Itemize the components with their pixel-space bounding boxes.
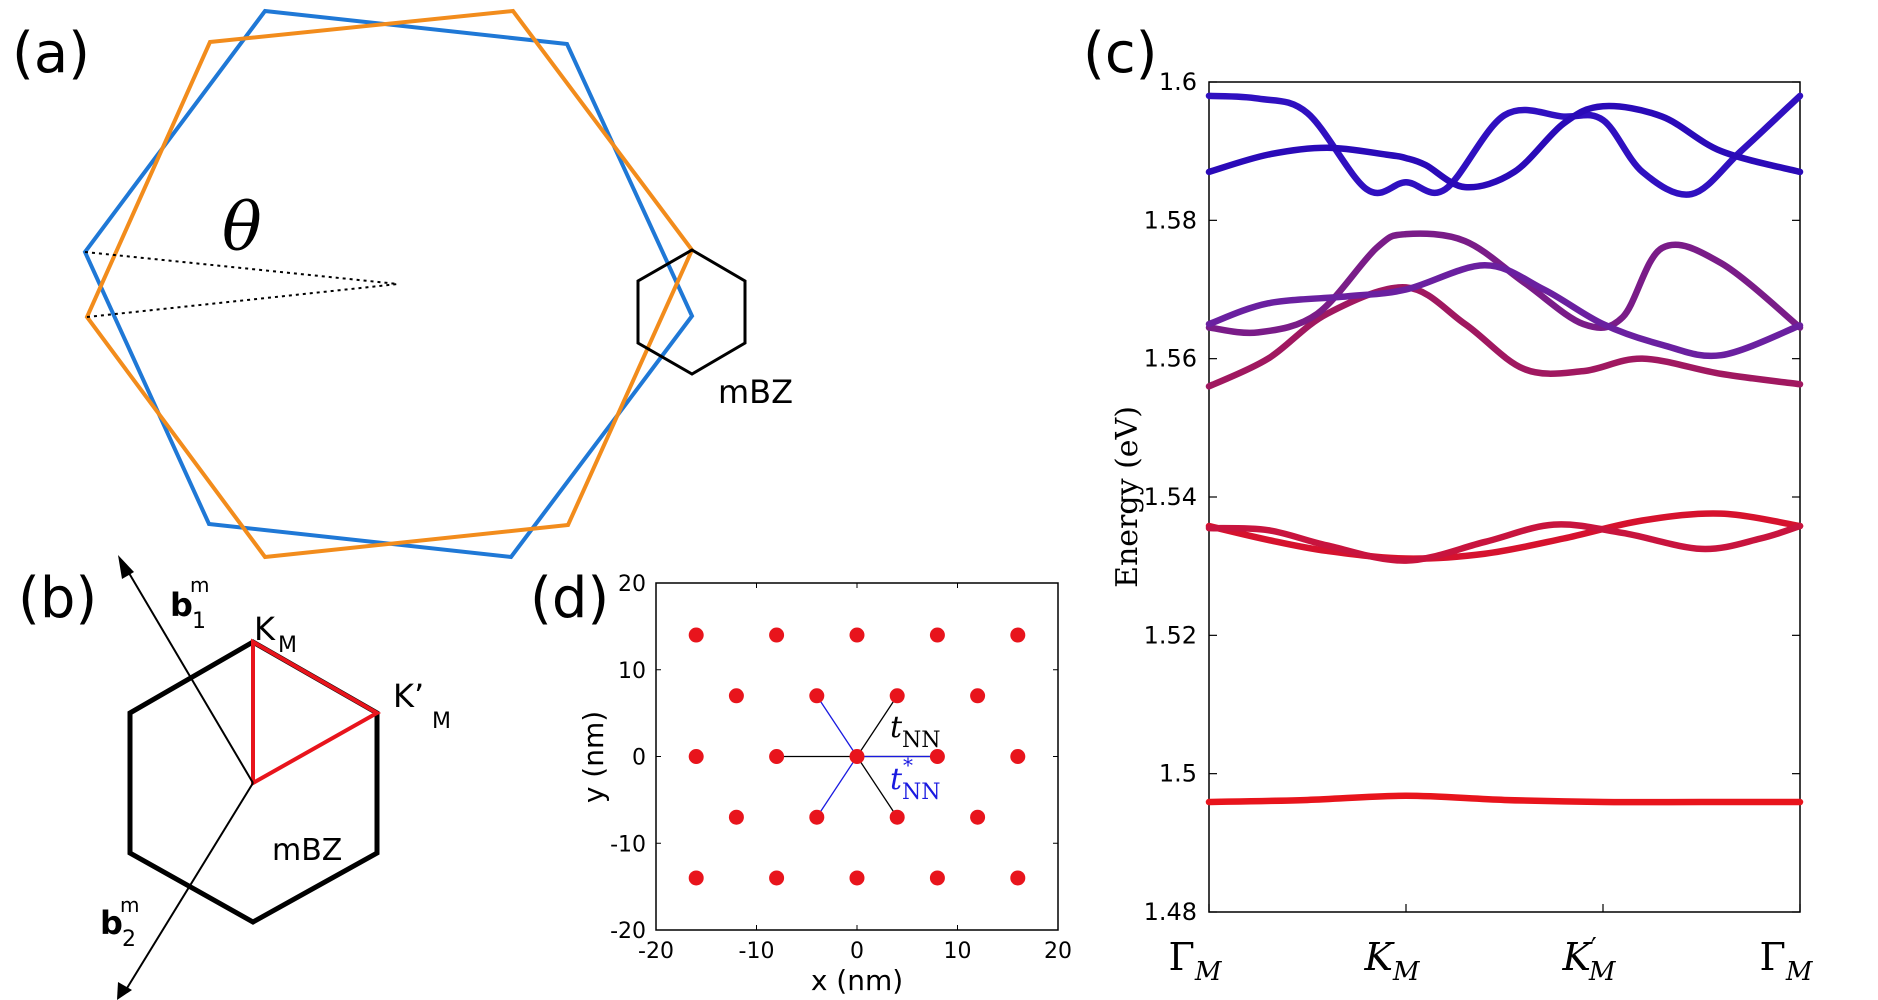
panel-c-xtick-label: ΓM: [1760, 935, 1814, 987]
panel-c-bands: [1205, 92, 1804, 806]
band-line-band1: [1205, 792, 1804, 806]
lattice-site: [849, 870, 865, 886]
lattice-site: [809, 688, 825, 704]
panel-c-ytick-label: 1.54: [1144, 483, 1197, 511]
panel-c-ytick-label: 1.5: [1159, 760, 1197, 788]
mbz-small-hexagon: [636, 248, 747, 376]
lattice-site: [1010, 870, 1026, 886]
panel-d-xtick-label: 10: [944, 939, 972, 964]
mbz-label-a: mBZ: [718, 373, 793, 411]
tnn-star-sub: NN: [902, 780, 941, 805]
tnn-star-bond: [816, 695, 858, 757]
panel-c-ytick-label: 1.58: [1144, 206, 1197, 234]
lattice-site: [1010, 627, 1026, 643]
tnn-bond: [856, 695, 898, 757]
tnn-sub: NN: [902, 728, 941, 753]
lattice-site: [769, 870, 785, 886]
band-line-band3: [1205, 521, 1804, 564]
panel-c-yticks: 1.6 1.58 1.56 1.54 1.52 1.5 1.48: [1144, 68, 1800, 926]
b2-label: b: [100, 904, 123, 942]
tnn-star-label: t: [890, 762, 903, 797]
lattice-site: [929, 627, 945, 643]
lattice-site: [970, 809, 986, 825]
lattice-site: [970, 688, 986, 704]
lattice-site: [688, 749, 704, 764]
panel-c-axes-box: [1208, 81, 1801, 913]
b2-arrow-line: [123, 782, 254, 994]
panel-c-ytick-label: 1.48: [1144, 898, 1197, 926]
panel-d-ytick-label: -20: [610, 919, 646, 944]
panel-c-ylabel: Energy (eV): [1110, 406, 1145, 588]
lattice-site: [929, 749, 945, 764]
panel-d-ticks: -20 -10 0 10 20 20 10 0 -10 -20: [610, 572, 1072, 964]
lattice-site: [769, 749, 785, 764]
panel-d-xtick-label: 20: [1044, 939, 1072, 964]
km-label: K: [254, 610, 276, 648]
panel-c-ytick-label: 1.56: [1144, 345, 1197, 373]
band-line-band5: [1205, 230, 1804, 337]
panel-d-ytick-label: 0: [632, 746, 646, 771]
b2-sup: m: [120, 893, 139, 917]
panel-d-bonds: [776, 695, 938, 818]
km-sub: M: [278, 633, 297, 658]
panel-d-xtick-label: -20: [638, 939, 674, 964]
panel-c-xtick-label: K′ M: [1562, 933, 1617, 987]
tnn-star-bond: [816, 756, 858, 818]
panel-c-ytick-label: 1.6: [1159, 68, 1197, 96]
blue-hexagon: [82, 8, 695, 560]
panel-d-ytick-label: 20: [618, 572, 646, 597]
band-line-band4: [1205, 284, 1804, 390]
b2-sub: 2: [122, 927, 136, 952]
lattice-site: [688, 627, 704, 643]
lattice-site: [1010, 749, 1026, 764]
lattice-site: [728, 688, 744, 704]
lattice-site: [849, 627, 865, 643]
tnn-bond: [856, 756, 898, 818]
theta-ray-lower: [86, 283, 399, 318]
panel-d-points: [688, 627, 1026, 886]
lattice-site: [728, 809, 744, 825]
panel-d-xlabel: x (nm): [811, 964, 903, 997]
b2-arrowhead: [117, 982, 132, 1000]
band-line-band7: [1205, 92, 1804, 198]
panel-d-xtick-label: -10: [739, 939, 775, 964]
band-line-band2: [1205, 510, 1804, 562]
b1-sub: 1: [192, 609, 206, 634]
lattice-site: [889, 809, 905, 825]
band-line-band8: [1205, 102, 1804, 191]
orange-hexagon: [84, 8, 695, 560]
lattice-site: [688, 870, 704, 886]
tnn-star-sup: *: [903, 753, 913, 777]
irreducible-triangle: [251, 638, 382, 787]
lattice-site: [769, 627, 785, 643]
tnn-label: t: [890, 710, 903, 745]
band-line-band6: [1205, 262, 1804, 360]
mbz-label-b: mBZ: [272, 833, 342, 868]
lattice-site: [889, 688, 905, 704]
theta-label: θ: [222, 189, 262, 266]
panel-c-ytick-label: 1.52: [1144, 621, 1197, 649]
b1-arrowhead: [118, 555, 134, 579]
lattice-site: [929, 870, 945, 886]
lattice-site: [849, 749, 865, 764]
panel-c-xtick-label: ΓM: [1169, 935, 1223, 987]
panel-d-ytick-label: 10: [618, 659, 646, 684]
b1-sup: m: [190, 573, 209, 597]
panel-label-c: (c): [1083, 21, 1157, 86]
b1-arrow-line: [125, 567, 254, 784]
lattice-site: [809, 809, 825, 825]
panel-label-d: (d): [530, 566, 609, 631]
b1-label: b: [170, 586, 193, 624]
panel-d-ytick-label: -10: [610, 832, 646, 857]
panel-c-xtick-label: KM: [1363, 935, 1420, 987]
kmp-label: K’: [393, 677, 424, 715]
panel-label-b: (b): [18, 566, 97, 631]
panel-label-a: (a): [12, 21, 90, 86]
kmp-sub: M: [432, 709, 451, 734]
panel-c-xticks: ΓM KM K′ M ΓM: [1169, 904, 1814, 987]
panel-d-xtick-label: 0: [850, 939, 864, 964]
panel-d-ylabel: y (nm): [577, 711, 610, 803]
